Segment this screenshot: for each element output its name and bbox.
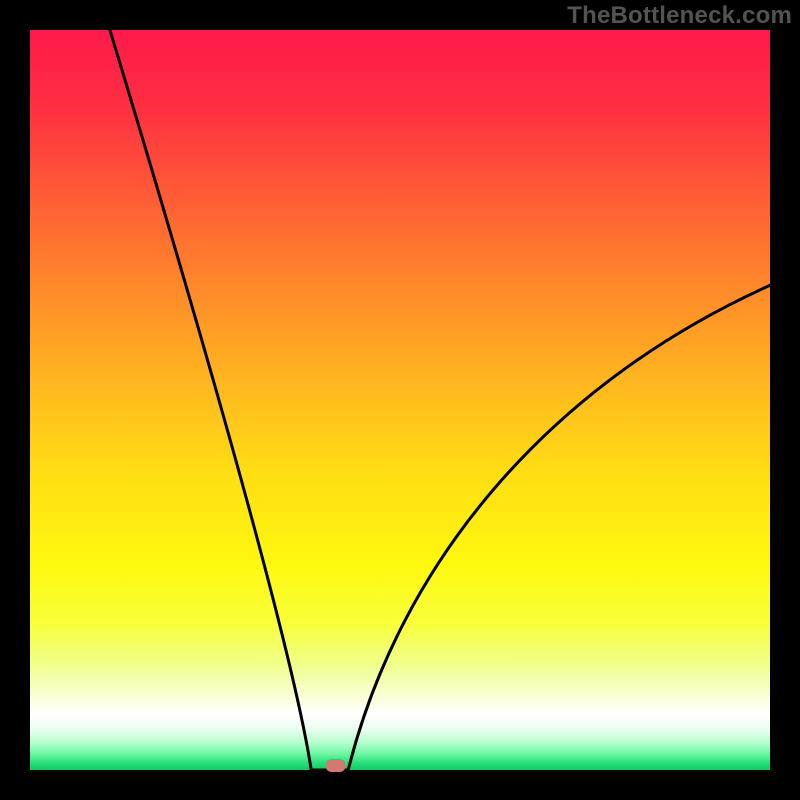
watermark-text: TheBottleneck.com (567, 2, 792, 30)
bottleneck-chart (0, 0, 800, 800)
plot-area (30, 30, 770, 770)
min-marker (326, 759, 346, 772)
chart-stage: TheBottleneck.com (0, 0, 800, 800)
